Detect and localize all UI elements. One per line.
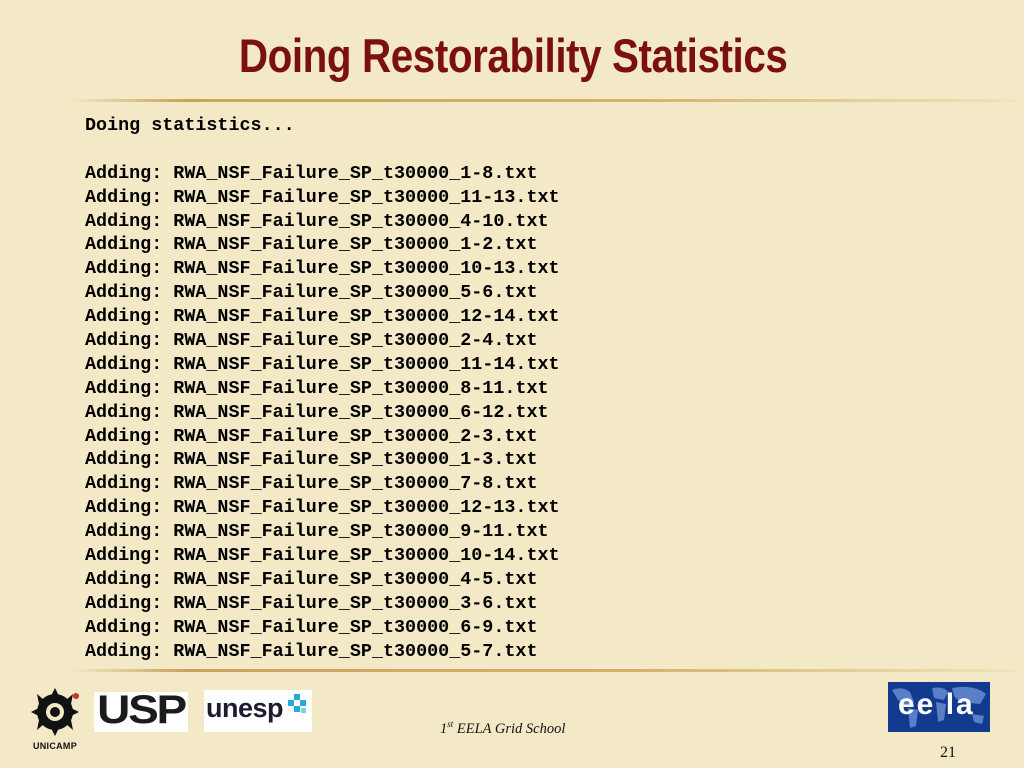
eela-logo: ee la [888,682,990,732]
console-line: Adding: RWA_NSF_Failure_SP_t30000_8-11.t… [85,377,549,399]
console-line: Adding: RWA_NSF_Failure_SP_t30000_6-12.t… [85,401,549,423]
console-line: Adding: RWA_NSF_Failure_SP_t30000_5-7.tx… [85,640,538,662]
usp-logo: USP [94,688,188,732]
console-line: Adding: RWA_NSF_Failure_SP_t30000_3-6.tx… [85,592,538,614]
unicamp-logo-text: UNICAMP [32,741,78,751]
bottom-divider [70,669,1015,672]
eela-logo-text: ee la [898,688,975,721]
console-line: Adding: RWA_NSF_Failure_SP_t30000_2-4.tx… [85,330,538,352]
slide-title: Doing Restorability Statistics [238,29,788,82]
world-map-icon [892,686,986,728]
console-line: Adding: RWA_NSF_Failure_SP_t30000_1-8.tx… [85,162,538,184]
console-line: Adding: RWA_NSF_Failure_SP_t30000_1-3.tx… [85,449,538,471]
console-line: Adding: RWA_NSF_Failure_SP_t30000_12-14.… [85,306,560,328]
blank-line [85,138,560,162]
console-line: Adding: RWA_NSF_Failure_SP_t30000_4-10.t… [85,210,549,232]
console-line: Adding: RWA_NSF_Failure_SP_t30000_9-11.t… [85,521,549,543]
console-line: Adding: RWA_NSF_Failure_SP_t30000_12-13.… [85,497,560,519]
unicamp-emblem-icon [31,688,79,736]
console-line: Adding: RWA_NSF_Failure_SP_t30000_10-14.… [85,545,560,567]
top-divider [70,99,1015,102]
console-line: Adding: RWA_NSF_Failure_SP_t30000_11-13.… [85,186,560,208]
footer-school-name: 1st EELA Grid School [440,719,566,737]
console-lines: Adding: RWA_NSF_Failure_SP_t30000_1-8.tx… [85,162,560,664]
unesp-logo-text: unesp [206,693,284,723]
console-line: Adding: RWA_NSF_Failure_SP_t30000_7-8.tx… [85,473,538,495]
console-output: Doing statistics... Adding: RWA_NSF_Fail… [85,114,560,663]
unesp-star-icon [288,694,306,713]
page-number: 21 [940,744,956,761]
console-header: Doing statistics... [85,115,295,136]
usp-logo-text: USP [97,688,187,732]
console-line: Adding: RWA_NSF_Failure_SP_t30000_11-14.… [85,353,560,375]
console-line: Adding: RWA_NSF_Failure_SP_t30000_2-3.tx… [85,425,538,447]
console-line: Adding: RWA_NSF_Failure_SP_t30000_4-5.tx… [85,568,538,590]
unesp-logo: unesp [204,690,312,732]
console-line: Adding: RWA_NSF_Failure_SP_t30000_10-13.… [85,258,560,280]
unicamp-logo: UNICAMP [22,686,88,754]
console-line: Adding: RWA_NSF_Failure_SP_t30000_5-6.tx… [85,282,538,304]
console-line: Adding: RWA_NSF_Failure_SP_t30000_1-2.tx… [85,234,538,256]
console-line: Adding: RWA_NSF_Failure_SP_t30000_6-9.tx… [85,616,538,638]
